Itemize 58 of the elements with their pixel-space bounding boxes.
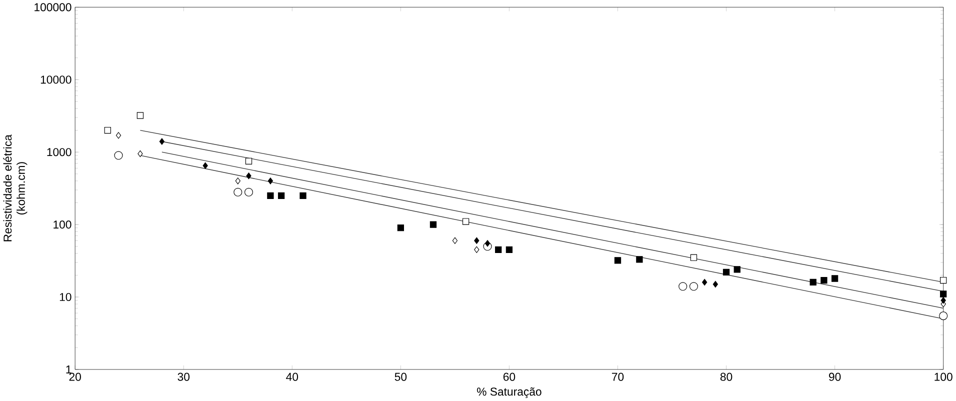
point: [235, 178, 240, 184]
y-tick-label: 100000: [34, 3, 72, 12]
y-tick-label: 10: [60, 292, 72, 301]
x-tick-label: 50: [394, 372, 407, 381]
y-tick-label: 1: [66, 365, 72, 374]
point: [278, 192, 285, 199]
point: [939, 311, 948, 320]
y-tick-label: 10000: [40, 76, 72, 84]
point: [636, 256, 643, 263]
point: [244, 188, 254, 196]
y-tick-label: 100: [54, 220, 72, 229]
point: [831, 275, 838, 282]
point: [810, 278, 816, 286]
point: [116, 132, 122, 139]
point: [506, 246, 513, 253]
point: [940, 296, 946, 304]
point: [474, 237, 480, 244]
point: [495, 246, 502, 253]
point: [484, 240, 490, 247]
x-tick-label: 20: [69, 372, 81, 381]
point: [712, 280, 718, 288]
point: [940, 276, 947, 284]
point: [690, 254, 698, 261]
point: [614, 257, 622, 264]
x-tick-label: 80: [720, 372, 732, 381]
point: [138, 150, 143, 157]
point: [245, 158, 252, 164]
x-tick-label: 40: [286, 372, 298, 381]
point: [820, 276, 828, 284]
x-tick-label: 70: [612, 372, 624, 381]
point: [734, 266, 740, 273]
point: [234, 188, 242, 196]
point: [689, 282, 698, 291]
point: [452, 237, 458, 244]
point: [397, 224, 404, 232]
point: [462, 218, 470, 225]
point: [136, 112, 144, 119]
point: [300, 192, 306, 199]
point: [159, 138, 164, 145]
y-tick-label: 1000: [47, 148, 72, 156]
point: [246, 172, 252, 180]
point: [267, 192, 274, 199]
point: [202, 162, 208, 169]
y-axis-title: Resistividade elétrica (kohm.cm): [3, 134, 28, 242]
x-tick-label: 30: [178, 372, 190, 381]
x-tick-label: 90: [829, 372, 841, 381]
x-axis-title: % Saturação: [477, 387, 542, 398]
x-tick-label: 60: [503, 372, 516, 381]
point: [702, 278, 708, 286]
point: [104, 126, 111, 134]
point: [268, 178, 274, 184]
point: [940, 290, 947, 298]
x-tick-label: 100: [934, 372, 952, 381]
point: [722, 268, 730, 276]
point: [678, 282, 688, 291]
point: [430, 221, 437, 228]
point: [474, 246, 480, 253]
point: [114, 151, 123, 160]
